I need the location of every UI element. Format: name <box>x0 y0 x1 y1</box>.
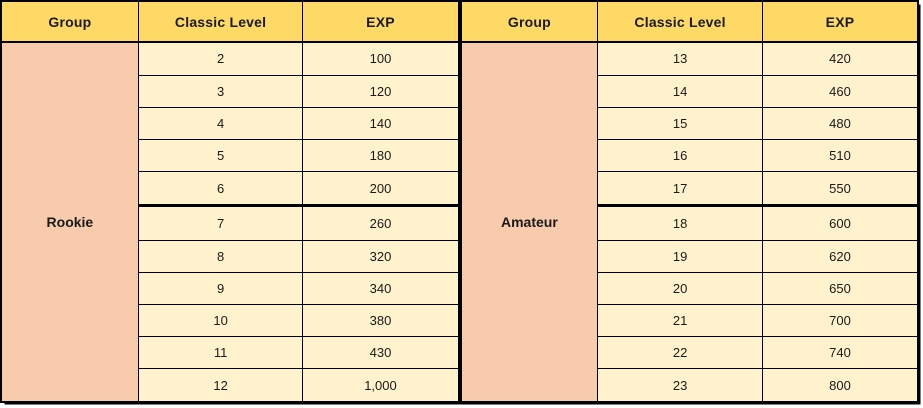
table-row: 15 480 <box>461 106 919 141</box>
classic-level-cell: 3 <box>137 74 304 108</box>
exp-cell: 380 <box>302 303 459 338</box>
exp-cell: 430 <box>302 336 459 370</box>
classic-level-cell: 18 <box>597 204 763 241</box>
classic-level-cell: 14 <box>597 74 763 108</box>
table-row: 14 460 <box>461 74 919 108</box>
table-row: 3 120 <box>1 74 459 108</box>
exp-cell: 320 <box>302 239 459 273</box>
column-header-exp: EXP <box>302 0 459 43</box>
exp-cell: 800 <box>761 368 919 403</box>
exp-cell: 260 <box>302 204 459 241</box>
rookie-levels-table: Group Classic Level EXP Rookie 2 100 3 120 4 1… <box>0 0 460 403</box>
group-name-cell: Rookie <box>0 41 139 403</box>
exp-cell: 700 <box>761 303 919 338</box>
classic-level-cell: 10 <box>137 303 304 338</box>
group-name-cell: Amateur <box>459 41 599 403</box>
exp-cell: 120 <box>302 74 459 108</box>
exp-cell: 100 <box>302 41 459 76</box>
header-row: Group Classic Level EXP <box>459 0 919 43</box>
header-row: Group Classic Level EXP <box>0 0 459 43</box>
column-header-exp: EXP <box>761 0 919 43</box>
column-header-group: Group <box>0 0 139 43</box>
table-row: 21 700 <box>461 303 919 338</box>
classic-level-cell: 9 <box>137 271 304 305</box>
table-row: 18 600 <box>461 204 919 241</box>
classic-level-cell: 19 <box>597 239 763 273</box>
table-row: 4 140 <box>1 106 459 141</box>
table-row: Amateur 13 420 <box>459 41 919 403</box>
table-row: 16 510 <box>461 139 919 173</box>
classic-level-cell: 8 <box>137 239 304 273</box>
exp-cell: 460 <box>761 74 919 108</box>
exp-cell: 200 <box>302 171 459 207</box>
classic-level-cell: 15 <box>597 106 763 141</box>
classic-level-cell: 16 <box>597 139 763 173</box>
table-row: 7 260 <box>1 204 459 241</box>
classic-level-cell: 2 <box>137 41 304 76</box>
amateur-levels-table: Group Classic Level EXP Amateur 13 420 14 46… <box>459 0 919 403</box>
table-row: 17 550 <box>461 171 919 207</box>
exp-cell: 510 <box>761 139 919 173</box>
column-header-group: Group <box>459 0 599 43</box>
classic-level-cell: 7 <box>137 204 304 241</box>
exp-cell: 600 <box>761 204 919 241</box>
table-row: 23 800 <box>461 368 919 403</box>
classic-level-cell: 23 <box>597 368 763 403</box>
exp-cell: 550 <box>761 171 919 207</box>
classic-level-cell: 11 <box>137 336 304 370</box>
exp-cell: 650 <box>761 271 919 305</box>
classic-level-cell: 4 <box>137 106 304 141</box>
table-row: 12 1,000 <box>1 368 459 403</box>
classic-level-cell: 21 <box>597 303 763 338</box>
classic-level-cell: 6 <box>137 171 304 207</box>
classic-level-cell: 22 <box>597 336 763 370</box>
table-row: Rookie 2 100 <box>0 41 459 403</box>
column-header-classic-level: Classic Level <box>597 0 763 43</box>
exp-cell: 420 <box>761 41 919 76</box>
table-row: 6 200 <box>1 171 459 207</box>
exp-cell: 340 <box>302 271 459 305</box>
exp-cell: 1,000 <box>302 368 459 403</box>
exp-cell: 480 <box>761 106 919 141</box>
classic-level-cell: 20 <box>597 271 763 305</box>
exp-cell: 620 <box>761 239 919 273</box>
classic-level-cell: 17 <box>597 171 763 207</box>
table-row: 22 740 <box>461 336 919 370</box>
exp-cell: 740 <box>761 336 919 370</box>
table-row: 10 380 <box>1 303 459 338</box>
exp-cell: 140 <box>302 106 459 141</box>
column-header-classic-level: Classic Level <box>137 0 304 43</box>
classic-level-cell: 13 <box>597 41 763 76</box>
table-row: 20 650 <box>461 271 919 305</box>
table-row: 9 340 <box>1 271 459 305</box>
classic-level-cell: 5 <box>137 139 304 173</box>
classic-level-cell: 12 <box>137 368 304 403</box>
exp-cell: 180 <box>302 139 459 173</box>
